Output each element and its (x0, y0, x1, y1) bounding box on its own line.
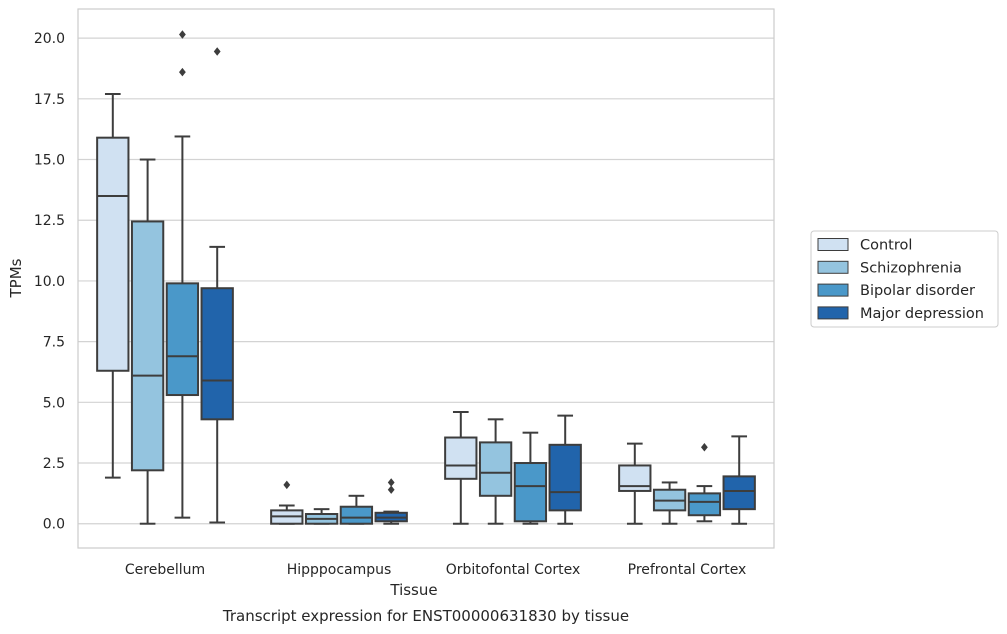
box-control (444, 411, 478, 525)
x-axis-label: Tissue (389, 581, 437, 599)
outlier-point (387, 485, 395, 494)
outlier-point (179, 67, 186, 77)
y-tick-label: 15.0 (34, 153, 65, 169)
y-axis-label: TPMs (7, 258, 25, 298)
box-iqr (722, 475, 756, 511)
legend-swatch (817, 306, 849, 320)
box-iqr (200, 287, 234, 421)
box-major-depression (722, 435, 756, 525)
box-iqr (96, 136, 130, 372)
box-bipolar-disorder (687, 443, 722, 523)
box-iqr (478, 441, 513, 497)
box-iqr (548, 443, 582, 512)
outlier-point (179, 30, 186, 39)
outlier-point (701, 443, 708, 452)
box-iqr (513, 462, 548, 523)
box-control (618, 442, 652, 525)
y-tick-label: 0.0 (43, 517, 65, 533)
box-major-depression (200, 47, 234, 524)
outlier-point (387, 478, 395, 487)
box-bipolar-disorder (339, 494, 374, 525)
legend: Control Schizophrenia Bipolar disorder Majo… (810, 230, 999, 328)
x-tick-label: Prefrontal Cortex (628, 562, 747, 578)
y-tick-labels: 0.0 2.5 5.0 7.5 10.0 12.5 15.0 17.5 20.0 (34, 31, 65, 533)
x-tick-label: Hipppocampus (287, 562, 392, 578)
box-schizophrenia (478, 418, 513, 525)
legend-label: Major depression (860, 306, 984, 322)
legend-swatch (817, 260, 849, 274)
box-bipolar-disorder (513, 431, 548, 525)
legend-frame (810, 230, 999, 328)
box-schizophrenia (130, 158, 165, 525)
y-tick-label: 12.5 (34, 213, 65, 229)
box-control (96, 92, 130, 479)
box-iqr (339, 505, 374, 525)
box-bipolar-disorder (165, 30, 200, 519)
outlier-point (213, 47, 221, 56)
box-iqr (165, 282, 200, 397)
y-tick-label: 5.0 (43, 395, 65, 411)
chart-caption: Transcript expression for ENST0000063183… (222, 607, 629, 625)
box-major-depression (374, 478, 408, 525)
y-tick-label: 10.0 (34, 274, 65, 290)
x-tick-label: Orbitofontal Cortex (446, 562, 581, 578)
x-tick-label: Cerebellum (125, 562, 205, 578)
y-tick-label: 17.5 (34, 92, 65, 108)
box-plots (96, 30, 756, 525)
box-iqr (130, 220, 165, 472)
y-tick-label: 7.5 (43, 335, 65, 351)
box-major-depression (548, 414, 582, 525)
legend-swatch (817, 283, 849, 297)
legend-label: Bipolar disorder (860, 283, 975, 299)
box-schizophrenia (652, 481, 687, 525)
legend-label: Schizophrenia (860, 260, 962, 276)
box-schizophrenia (304, 508, 339, 525)
box-iqr (618, 464, 652, 492)
legend-label: Control (860, 238, 912, 254)
y-tick-label: 2.5 (43, 456, 65, 472)
box-control (270, 480, 304, 525)
box-iqr (687, 492, 722, 517)
plot-frame (77, 8, 775, 549)
legend-swatch (817, 238, 849, 251)
x-tick-labels: Cerebellum Hipppocampus Orbitofontal Corte… (125, 562, 746, 578)
box-iqr (444, 436, 478, 480)
y-tick-label: 20.0 (34, 31, 65, 47)
outlier-point (283, 480, 291, 490)
